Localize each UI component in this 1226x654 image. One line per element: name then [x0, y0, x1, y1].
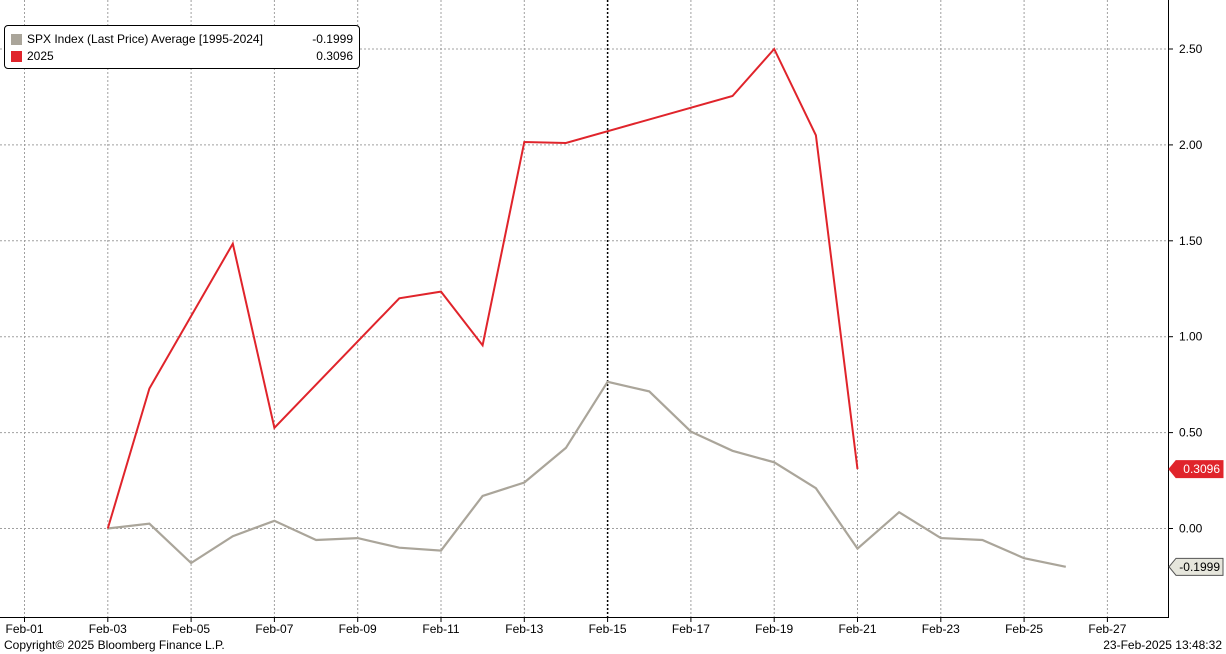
timestamp-text: 23-Feb-2025 13:48:32: [1103, 638, 1222, 652]
x-tick-label: Feb-25: [1005, 622, 1043, 636]
axes: Feb-01 Feb-03 Feb-05 Feb-07 Feb-09 Feb-11 Feb-…: [5, 42, 1224, 636]
y-tick-label: 2.50: [1179, 42, 1203, 56]
last-value-tag-box: [1168, 557, 1224, 576]
y-tick-label: 2.00: [1179, 138, 1203, 152]
series-line-average: [107, 380, 1067, 568]
x-tick-label: Feb-17: [672, 622, 710, 636]
x-tick-label: Feb-05: [172, 622, 210, 636]
legend-item-average: SPX Index (Last Price) Average [1995-202…: [11, 31, 353, 47]
last-value-tag-label: -0.1999: [1179, 560, 1220, 574]
x-tick-label: Feb-19: [755, 622, 793, 636]
x-tick-label: Feb-01: [5, 622, 43, 636]
x-tick-label: Feb-27: [1088, 622, 1126, 636]
x-tick-label: Feb-13: [505, 622, 543, 636]
last-value-tag-label: 0.3096: [1183, 462, 1220, 476]
x-tick-label: Feb-09: [339, 622, 377, 636]
y-tick-label: 0.50: [1179, 426, 1203, 440]
series-line-2025: [106, 47, 859, 529]
x-tick-label: Feb-21: [838, 622, 876, 636]
legend: SPX Index (Last Price) Average [1995-202…: [4, 25, 360, 69]
last-value-tag-average: -0.1999: [1168, 557, 1224, 576]
plot-frame: [0, 0, 1169, 618]
x-tick-label: Feb-15: [589, 622, 627, 636]
y-tick-label: 1.50: [1179, 234, 1203, 248]
grid: [0, 0, 1168, 617]
x-tick-label: Feb-23: [922, 622, 960, 636]
legend-label-average: SPX Index (Last Price) Average [1995-202…: [27, 32, 263, 46]
legend-value-2025: 0.3096: [316, 49, 353, 63]
legend-label-2025: 2025: [27, 49, 54, 63]
x-tick-label: Feb-11: [422, 622, 459, 636]
legend-swatch-average: [11, 34, 22, 45]
copyright-text: Copyright© 2025 Bloomberg Finance L.P.: [4, 638, 225, 652]
y-tick-label: 0.00: [1179, 522, 1203, 536]
last-value-tag-box: [1168, 460, 1224, 479]
last-value-tag-2025: 0.3096: [1168, 460, 1224, 479]
y-tick-label: 1.00: [1179, 330, 1203, 344]
legend-item-2025: 2025 0.3096: [11, 48, 353, 64]
x-tick-label: Feb-03: [89, 622, 127, 636]
x-tick-label: Feb-07: [255, 622, 293, 636]
series-layer: [106, 47, 1067, 568]
legend-value-average: -0.1999: [312, 32, 353, 46]
legend-swatch-2025: [11, 51, 22, 62]
